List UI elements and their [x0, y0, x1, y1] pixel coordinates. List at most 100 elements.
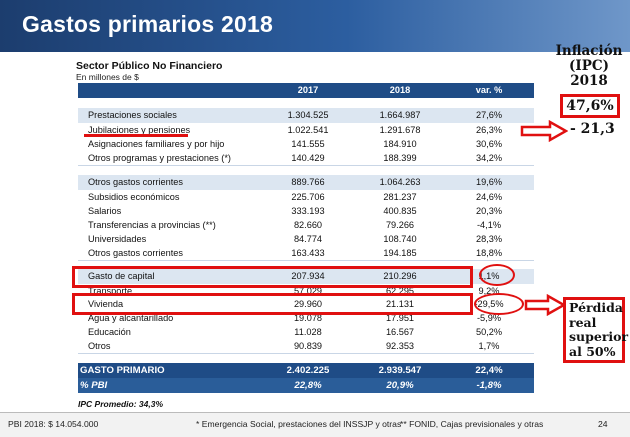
col-header-2017: 2017 [297, 85, 319, 95]
row-label: Otros [88, 341, 111, 351]
row-value-var: -5,9% [476, 313, 501, 323]
row-value-2017: 1.022.541 [287, 125, 329, 135]
row-value-2018: 210.296 [383, 271, 417, 281]
row-label: Agua y alcantarillado [88, 313, 174, 323]
row-value-2018: 21.131 [385, 299, 415, 309]
title-bar: Gastos primarios 2018 [0, 0, 630, 52]
footer-pbi: PBI 2018: $ 14.054.000 [8, 419, 99, 429]
row-value-var: 26,3% [475, 125, 503, 135]
vivienda-var-circle [474, 293, 524, 315]
row-label: Otros gastos corrientes [88, 248, 183, 258]
row-value-var: 34,2% [475, 153, 503, 163]
vivienda-highlight [72, 293, 473, 315]
row-value-2017: 90.839 [293, 341, 323, 351]
page-number: 24 [598, 419, 608, 429]
row-label: Subsidios económicos [88, 192, 180, 202]
row-value-2018: 1.664.987 [379, 110, 421, 120]
row-label: Vivienda [88, 299, 124, 309]
row-value-2018: 92.353 [385, 341, 415, 351]
table-row: Otros gastos corrientes 889.766 1.064.26… [78, 175, 534, 190]
col-header-2018: 2018 [389, 85, 411, 95]
row-value-var: 50,2% [475, 327, 503, 337]
jubilaciones-delta: - 21,3 [570, 121, 615, 137]
table-row: Universidades 84.774 108.740 28,3% [78, 232, 534, 247]
pbi-row: % PBI 22,8% 20,9% -1,8% [78, 378, 534, 393]
table-row: Transferencias a provincias (**) 82.660 … [78, 218, 534, 233]
pbi-value-2017: 22,8% [294, 380, 322, 391]
row-value-2017: 141.555 [291, 139, 325, 149]
row-value-var: 9,2% [478, 286, 500, 296]
footer-note-1: * Emergencia Social, prestaciones del IN… [196, 419, 402, 429]
row-value-2017: 84.774 [293, 234, 323, 244]
row-value-2017: 1.304.525 [287, 110, 329, 120]
table-row: Educación 11.028 16.567 50,2% [78, 325, 534, 340]
ipc-note: IPC Promedio: 34,3% [78, 399, 164, 409]
table-row: Salarios 333.193 400.835 20,3% [78, 204, 534, 219]
row-value-var: 24,6% [475, 192, 503, 202]
row-value-var: -4,1% [476, 220, 501, 230]
gasto-capital-var-circle [479, 264, 515, 286]
row-label: Educación [88, 327, 131, 337]
total-value-2017: 2.402.225 [286, 365, 330, 376]
row-value-2018: 79.266 [385, 220, 415, 230]
row-value-2017: 82.660 [293, 220, 323, 230]
row-label: Jubilaciones y pensiones [88, 125, 191, 135]
inflation-value: 47,6% [560, 94, 620, 118]
row-value-2018: 188.399 [383, 153, 417, 163]
total-value-2018: 2.939.547 [378, 365, 422, 376]
row-value-var: 28,3% [475, 234, 503, 244]
col-header-var: var. % [475, 85, 503, 95]
row-label: Prestaciones sociales [88, 110, 177, 120]
row-value-2017: 163.433 [291, 248, 325, 258]
footer: PBI 2018: $ 14.054.000 * Emergencia Soci… [0, 412, 630, 437]
table-row: Prestaciones sociales 1.304.525 1.664.98… [78, 108, 534, 123]
arrow-right-icon [524, 294, 566, 316]
arrow-right-icon [520, 120, 568, 142]
row-value-2018: 400.835 [383, 206, 417, 216]
table-title: Sector Público No Financiero [76, 60, 223, 72]
row-value-2018: 17.951 [385, 313, 415, 323]
gasto-capital-highlight [72, 266, 473, 288]
table-row: Subsidios económicos 225.706 281.237 24,… [78, 190, 534, 205]
row-value-2017: 889.766 [291, 177, 325, 187]
table-row: Asignaciones familiares y por hijo 141.5… [78, 137, 534, 152]
total-label: GASTO PRIMARIO [80, 365, 165, 376]
pbi-label: % PBI [80, 380, 108, 391]
row-value-2017: 29.960 [293, 299, 323, 309]
row-value-2018: 108.740 [383, 234, 417, 244]
row-label: Gasto de capital [88, 271, 155, 281]
pbi-value-var: -1,8% [476, 380, 502, 391]
row-value-var: 1,7% [478, 341, 500, 351]
table-subtitle: En millones de $ [76, 72, 139, 82]
total-row: GASTO PRIMARIO 2.402.225 2.939.547 22,4% [78, 363, 534, 378]
row-value-2017: 140.429 [291, 153, 325, 163]
pbi-value-2018: 20,9% [386, 380, 414, 391]
row-label: Otros gastos corrientes [88, 177, 183, 187]
table-row: Otros programas y prestaciones (*) 140.4… [78, 151, 534, 166]
row-value-var: 19,6% [475, 177, 503, 187]
jubilaciones-underline [84, 134, 188, 137]
row-value-2017: 19.078 [293, 313, 323, 323]
row-value-2018: 184.910 [383, 139, 417, 149]
row-value-2017: 57.029 [293, 286, 323, 296]
row-label: Transporte [88, 286, 133, 296]
row-value-var: 30,6% [475, 139, 503, 149]
row-value-var: 18,8% [475, 248, 503, 258]
row-label: Transferencias a provincias (**) [88, 220, 216, 230]
perdida-callout: Pérdida real superior al 50% [563, 297, 628, 363]
row-label: Otros programas y prestaciones (*) [88, 153, 231, 163]
row-value-var: 20,3% [475, 206, 503, 216]
row-label: Asignaciones familiares y por hijo [88, 139, 225, 149]
row-value-var: 27,6% [475, 110, 503, 120]
row-value-2017: 11.028 [294, 327, 322, 337]
page-title: Gastos primarios 2018 [22, 11, 273, 37]
row-value-2017: 207.934 [291, 271, 325, 281]
row-value-2018: 1.291.678 [379, 125, 421, 135]
inflation-label: Inflación (IPC) 2018 [555, 43, 623, 89]
table-row: Otros gastos corrientes 163.433 194.185 … [78, 246, 534, 261]
row-value-2018: 194.185 [383, 248, 417, 258]
row-value-2018: 1.064.263 [379, 177, 421, 187]
row-value-2017: 333.193 [291, 206, 325, 216]
row-value-2018: 281.237 [383, 192, 417, 202]
row-value-2017: 225.706 [291, 192, 325, 202]
